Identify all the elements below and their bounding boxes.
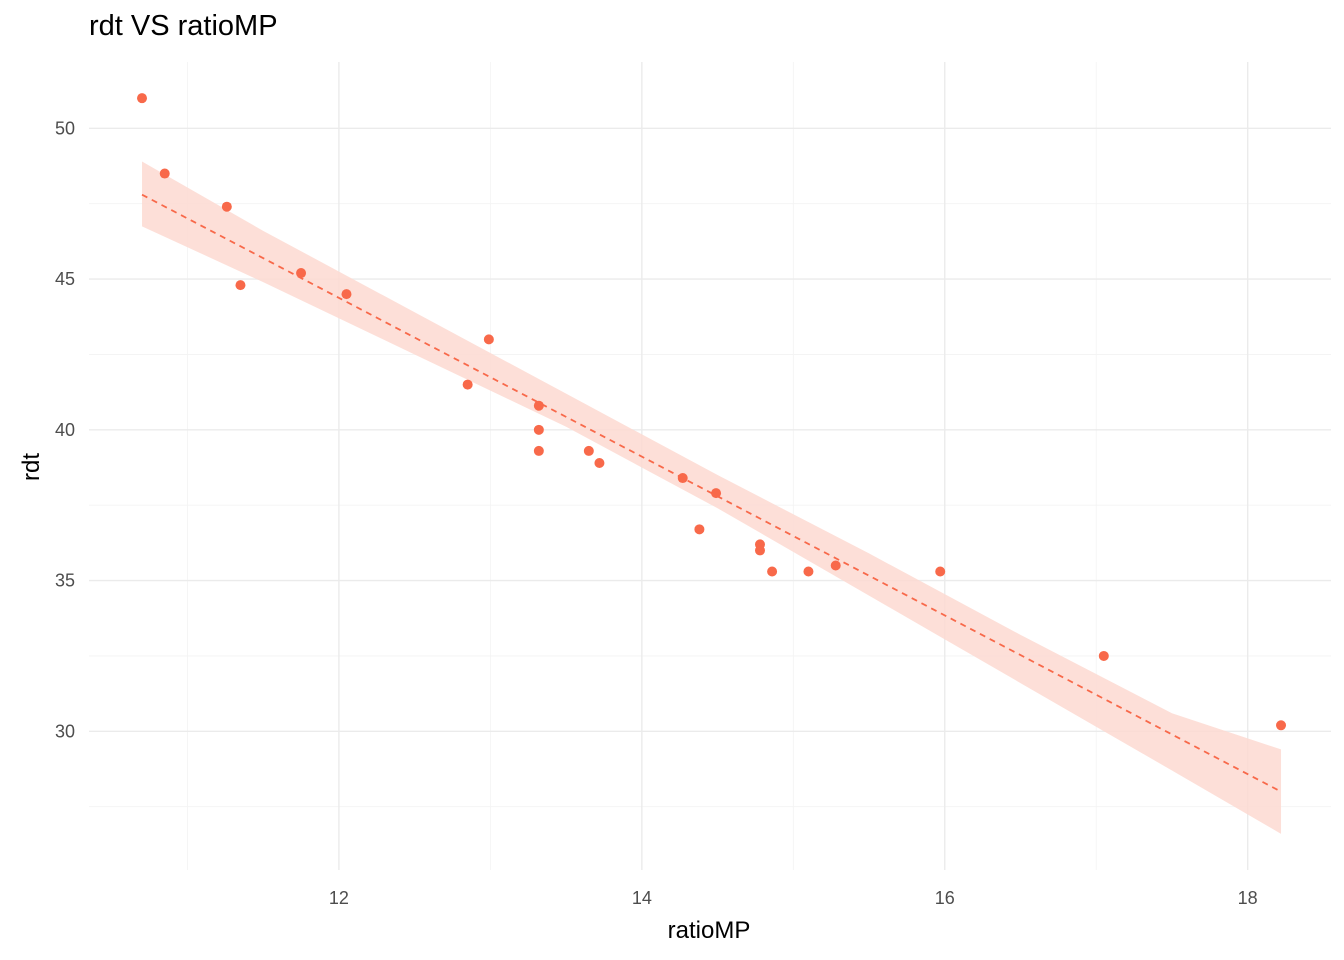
data-point: [462, 379, 473, 390]
data-point: [935, 566, 946, 577]
y-tick-label: 30: [55, 721, 75, 741]
data-point: [533, 445, 544, 456]
y-tick-label: 50: [55, 118, 75, 138]
data-point: [1098, 650, 1109, 661]
x-axis-title: ratioMP: [668, 917, 751, 944]
data-point: [483, 334, 494, 345]
confidence-band: [142, 161, 1282, 834]
y-tick-label: 35: [55, 571, 75, 591]
data-point: [533, 400, 544, 411]
data-point: [583, 445, 594, 456]
x-tick-label: 14: [632, 888, 652, 908]
data-point: [137, 93, 148, 104]
data-point: [803, 566, 814, 577]
data-point: [767, 566, 778, 577]
x-tick-label: 16: [935, 888, 955, 908]
data-point: [677, 473, 688, 484]
data-point: [711, 488, 722, 499]
data-point: [1276, 720, 1287, 731]
x-tick-label: 18: [1238, 888, 1258, 908]
confidence-band-layer: [142, 161, 1282, 834]
data-point: [754, 545, 765, 556]
data-point: [694, 524, 705, 535]
data-point: [830, 560, 841, 571]
y-axis-title: rdt: [18, 453, 45, 481]
data-point: [594, 457, 605, 468]
x-tick-label: 12: [329, 888, 349, 908]
chart-title: rdt VS ratioMP: [89, 10, 278, 42]
data-point: [159, 168, 170, 179]
data-point: [235, 280, 246, 291]
data-point: [296, 268, 307, 279]
data-point: [341, 289, 352, 300]
y-tick-label: 45: [55, 269, 75, 289]
data-points: [137, 93, 1287, 731]
data-point: [221, 201, 232, 212]
tick-labels: 12 14 16 18 30 35 40 45 50: [55, 118, 1258, 908]
data-point: [533, 424, 544, 435]
y-tick-label: 40: [55, 420, 75, 440]
